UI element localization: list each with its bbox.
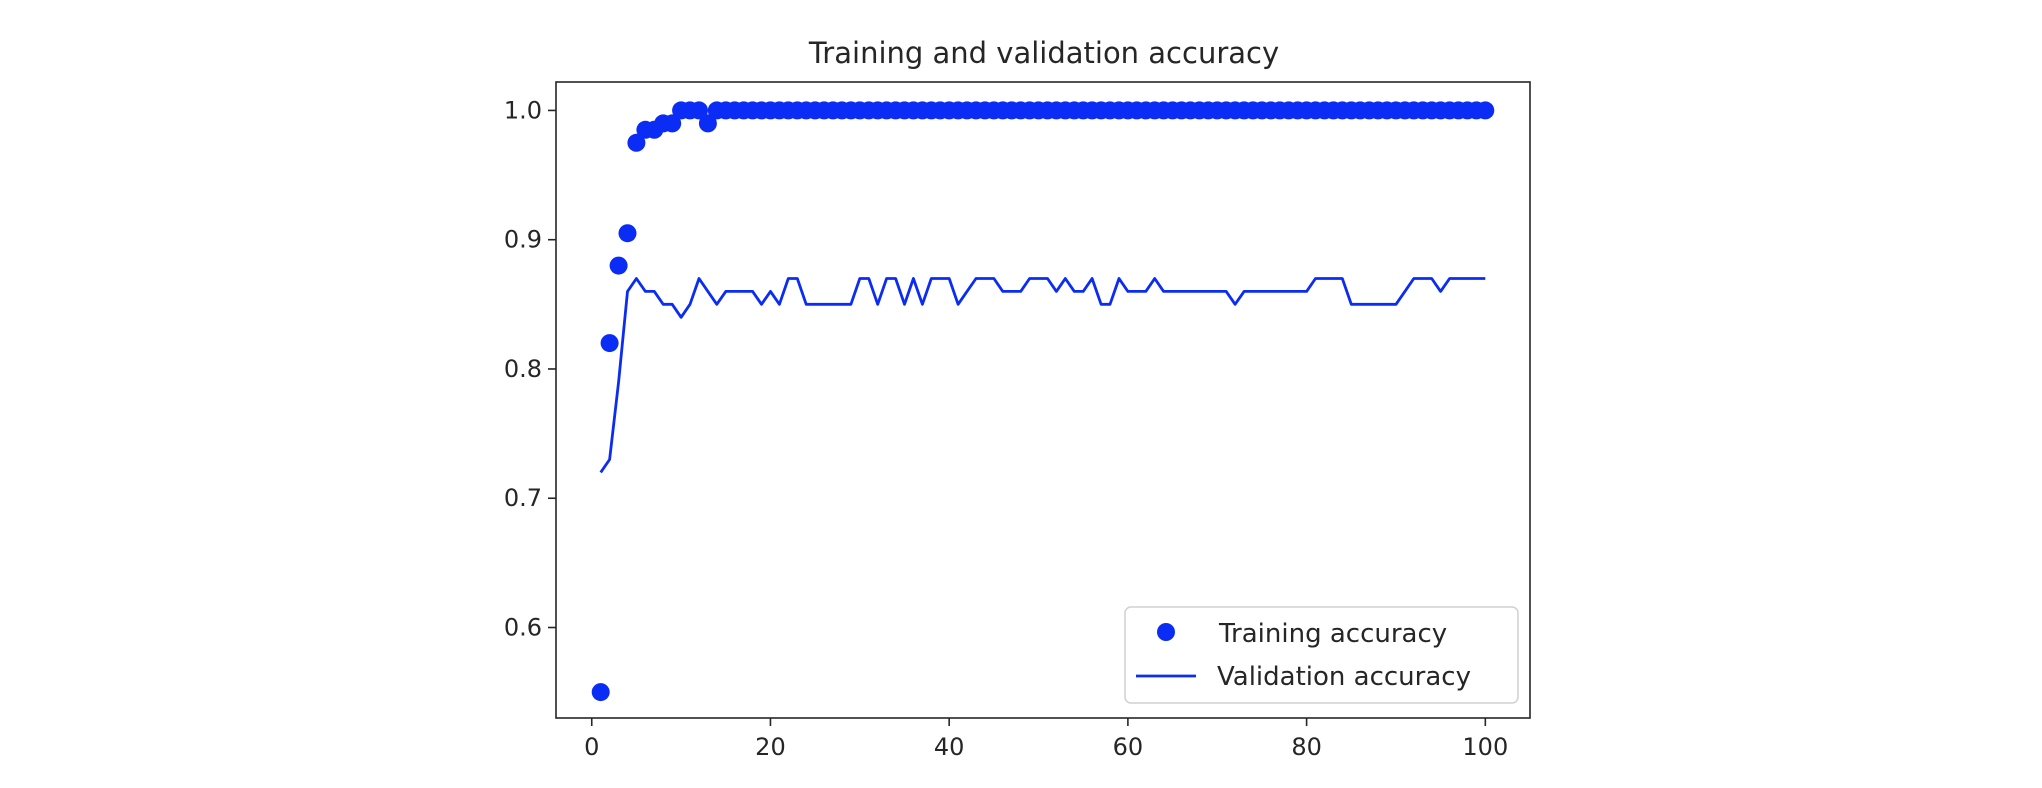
chart-title: Training and validation accuracy xyxy=(808,36,1279,70)
y-tick-label: 0.9 xyxy=(504,226,542,254)
training-accuracy-point xyxy=(627,133,646,152)
x-tick-label: 20 xyxy=(755,733,786,761)
x-axis: 0 20 40 60 80 100 xyxy=(584,718,1508,761)
x-tick-label: 60 xyxy=(1113,733,1144,761)
x-tick-label: 40 xyxy=(934,733,965,761)
training-accuracy-point xyxy=(618,224,637,243)
x-tick-label: 80 xyxy=(1291,733,1322,761)
y-tick-label: 0.8 xyxy=(504,355,542,383)
training-accuracy-point xyxy=(609,256,628,275)
x-tick-label: 100 xyxy=(1462,733,1508,761)
training-accuracy-point xyxy=(1476,101,1495,120)
y-axis: 0.6 0.7 0.8 0.9 1.0 xyxy=(504,96,556,642)
y-tick-label: 1.0 xyxy=(504,96,542,124)
legend: Training accuracy Validation accuracy xyxy=(1124,606,1519,704)
y-tick-label: 0.6 xyxy=(504,614,542,642)
training-accuracy-point xyxy=(600,334,619,353)
legend-marker-training xyxy=(1157,623,1175,641)
series-line-validation-accuracy xyxy=(599,277,1486,474)
training-accuracy-point xyxy=(698,114,717,133)
training-accuracy-point xyxy=(690,101,708,120)
training-accuracy-point xyxy=(591,683,610,702)
y-tick-label: 0.7 xyxy=(504,484,542,512)
legend-label-validation: Validation accuracy xyxy=(1217,662,1471,692)
training-accuracy-point xyxy=(663,114,682,133)
x-tick-label: 0 xyxy=(584,733,599,761)
series-layer xyxy=(591,101,1495,702)
legend-label-training: Training accuracy xyxy=(1218,619,1447,649)
legend-box xyxy=(1124,606,1519,704)
